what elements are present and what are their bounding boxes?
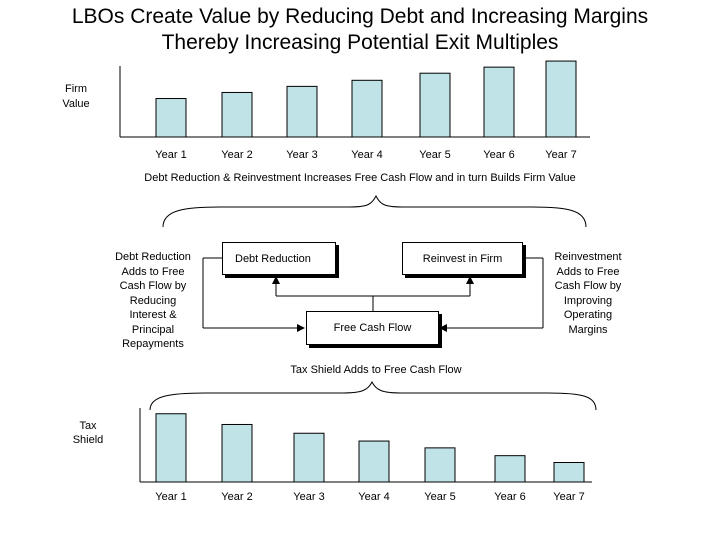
firm-value-ylabel-line2: Value (62, 98, 89, 110)
tax-shield-tick-label-7: Year 7 (553, 491, 584, 503)
page-title: LBOs Create Value by Reducing Debt and I… (0, 4, 720, 56)
tax-shield-bar-3 (293, 432, 325, 483)
tax-shield-ylabel-line2: Shield (73, 434, 104, 446)
firm-value-bar-5 (419, 72, 451, 138)
firm-value-tick-label-7: Year 7 (545, 149, 576, 161)
right-note: Reinvestment Adds to Free Cash Flow by I… (554, 251, 622, 336)
tax-shield-tick-label-4: Year 4 (358, 491, 389, 503)
title-line-1: LBOs Create Value by Reducing Debt and I… (71, 5, 649, 28)
firm-value-bar-1 (155, 98, 187, 138)
firm-value-bar-2 (221, 91, 253, 138)
firm-value-chart: Firm Value Year 1 Year 2 Year 3 Year 4 Year … (62, 60, 590, 161)
firm-value-tick-label-1: Year 1 (155, 149, 186, 161)
flow-arrows (202, 257, 544, 332)
firm-value-bar-4 (351, 79, 383, 138)
tax-shield-bar-1 (155, 413, 187, 483)
firm-value-tick-label-5: Year 5 (419, 149, 450, 161)
upper-brace (162, 194, 587, 228)
firm-value-tick-label-3: Year 3 (286, 149, 317, 161)
arrow-to-debt-reduction (272, 276, 280, 284)
debt-reduction-box: Debt Reduction (222, 242, 336, 275)
lower-brace (149, 380, 597, 411)
debt-reduction-box-label: Debt Reduction (235, 252, 311, 265)
left-note: Debt Reduction Adds to Free Cash Flow by… (115, 251, 191, 350)
tax-shield-chart: Tax Shield Year 1 Year 2 Year 3 Year 4 Year … (73, 408, 592, 503)
tax-shield-tick-label-1: Year 1 (155, 491, 186, 503)
tax-shield-bar-2 (221, 423, 253, 483)
tax-shield-tick-label-5: Year 5 (424, 491, 455, 503)
tax-shield-tick-label-6: Year 6 (494, 491, 525, 503)
tax-shield-bar-5 (424, 447, 456, 483)
tax-shield-bar-4 (358, 440, 390, 483)
tax-shield-tick-label-3: Year 3 (293, 491, 324, 503)
firm-value-tick-label-4: Year 4 (351, 149, 382, 161)
arrow-to-reinvest (466, 276, 474, 284)
firm-value-tick-label-2: Year 2 (221, 149, 252, 161)
firm-value-bar-3 (286, 85, 318, 138)
firm-value-ylabel-line1: Firm (65, 83, 87, 95)
free-cash-flow-box: Free Cash Flow (306, 311, 439, 345)
firm-value-bar-6 (483, 66, 515, 138)
tax-shield-bar-6 (494, 455, 526, 483)
diagram-heading: Debt Reduction & Reinvestment Increases … (144, 172, 576, 184)
title-line-2: Thereby Increasing Potential Exit Multip… (161, 31, 559, 54)
arrow-left-into-fcf (297, 324, 305, 332)
free-cash-flow-box-label: Free Cash Flow (333, 322, 412, 334)
reinvest-box: Reinvest in Firm (402, 242, 523, 275)
firm-value-bar-7 (545, 60, 577, 138)
firm-value-tick-label-6: Year 6 (483, 149, 514, 161)
tax-shield-bar-7 (553, 462, 585, 483)
reinvest-box-label: Reinvest in Firm (422, 252, 503, 265)
tax-shield-ylabel-line1: Tax (79, 420, 97, 432)
arrow-right-into-fcf (439, 324, 447, 332)
tax-shield-caption: Tax Shield Adds to Free Cash Flow (290, 364, 462, 376)
tax-shield-tick-label-2: Year 2 (221, 491, 252, 503)
